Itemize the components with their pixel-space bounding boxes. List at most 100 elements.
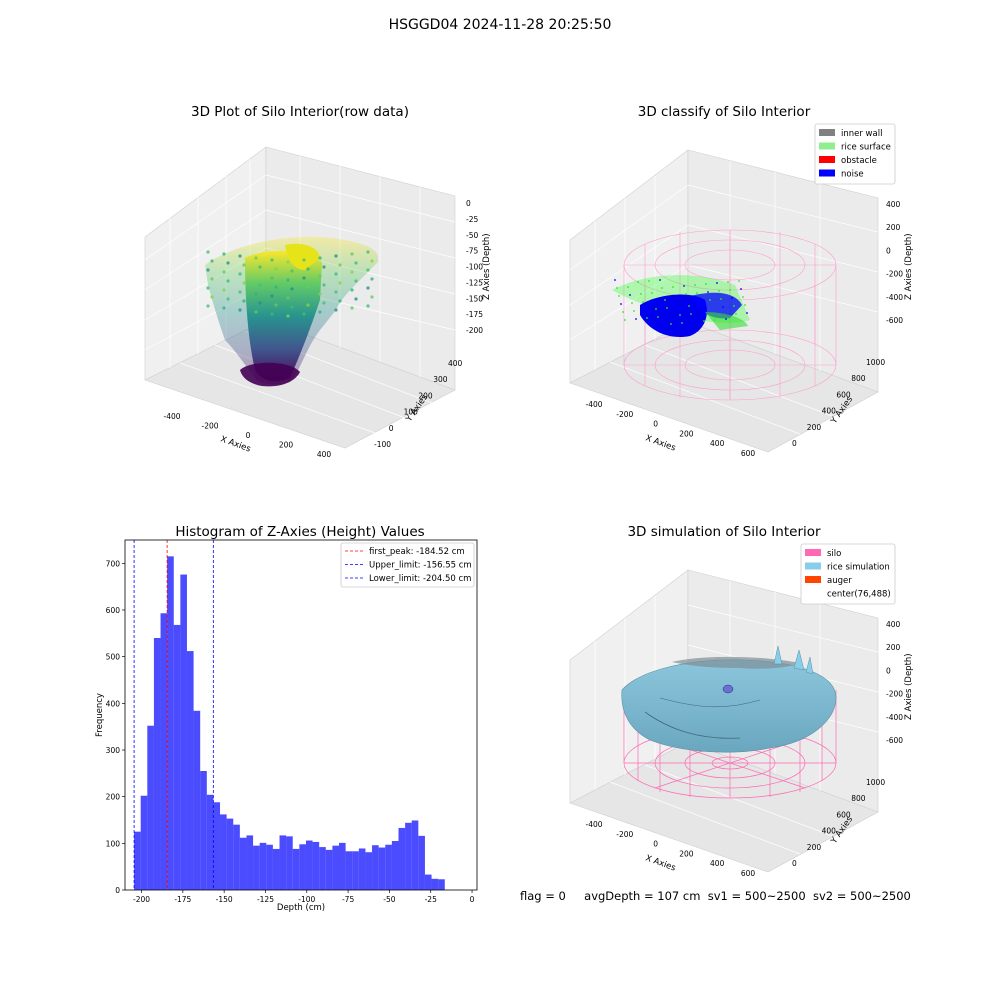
histogram-bar — [153, 638, 161, 890]
simulation-z-axis-label: Z Axies (Depth) — [904, 653, 914, 720]
classify-legend-label-0: inner wall — [841, 129, 882, 139]
raw-scatter-point — [322, 265, 326, 269]
classify-z-tick-0: 400 — [886, 200, 901, 209]
raw-scatter-point — [306, 285, 310, 289]
classify-scatter-point — [696, 292, 698, 294]
raw-scatter-point — [258, 283, 262, 287]
simulation-x-tick-4: 400 — [710, 859, 725, 868]
histogram-vlines — [133, 540, 214, 890]
raw-y-tick-4: 300 — [433, 375, 448, 384]
histogram-bar — [319, 847, 326, 890]
histogram-bar — [411, 820, 419, 890]
classify-scatter-point — [681, 322, 683, 324]
histogram-legend-label-0: first_peak: -184.52 cm — [369, 547, 465, 557]
classify-z-tick-5: -600 — [886, 316, 903, 325]
simulation-y-tick-4: 800 — [851, 794, 866, 803]
histogram-bar — [352, 851, 359, 890]
classify-z-tick-1: 200 — [886, 223, 901, 232]
histogram-legend: first_peak: -184.52 cm Upper_limit: -156.… — [340, 542, 475, 588]
classify-scatter-point — [640, 293, 642, 295]
classify-scatter-point — [668, 315, 670, 317]
classify-scatter-point — [659, 279, 661, 281]
classify-scatter-point — [709, 299, 711, 301]
simulation-3d-plot: silo rice simulation auger center(76,488) -… — [569, 543, 914, 878]
classify-scatter-point — [744, 304, 746, 306]
histogram-bar — [220, 814, 227, 890]
raw-scatter-point — [334, 290, 338, 294]
raw-scatter-point — [210, 259, 214, 263]
raw-scatter-point — [222, 306, 226, 310]
histogram-bar — [358, 848, 366, 890]
classify-rice-points — [612, 275, 750, 338]
classify-scatter-point — [720, 298, 722, 300]
raw-scatter-point — [318, 274, 322, 278]
raw-scatter-point — [334, 308, 338, 312]
raw-scatter-point — [290, 287, 294, 291]
simulation-legend-label-3: center(76,488) — [827, 590, 891, 600]
raw-scatter-point — [366, 250, 370, 254]
classify-y-tick-1: 200 — [807, 423, 822, 432]
footer-sv1: sv1 = 500~2500 — [707, 889, 806, 903]
simulation-x-tick-3: 200 — [679, 849, 694, 858]
classify-z-tick-2: 0 — [886, 246, 891, 255]
histogram-x-tick-0: -200 — [133, 895, 150, 904]
raw-scatter-point — [286, 296, 290, 300]
classify-scatter-point — [703, 320, 705, 322]
raw-scatter-point — [270, 258, 274, 262]
raw-z-tick-2: -50 — [466, 231, 478, 240]
classify-scatter-point — [618, 295, 620, 297]
footer-avg-depth: avgDepth = 107 cm — [584, 889, 701, 903]
histogram-bars — [134, 556, 445, 890]
histogram-bar — [312, 841, 320, 890]
simulation-x-tick-0: -400 — [585, 820, 602, 829]
classify-y-tick-0: 0 — [792, 439, 797, 448]
classify-z-tick-4: -400 — [886, 293, 903, 302]
classify-scatter-point — [688, 305, 690, 307]
classify-x-tick-0: -400 — [585, 400, 602, 409]
histogram-bar — [173, 624, 181, 890]
histogram-bar — [372, 845, 379, 890]
simulation-legend-swatch-0 — [805, 549, 821, 556]
raw-scatter-point — [210, 295, 214, 299]
classify-scatter-point — [707, 291, 709, 293]
histogram-bar — [305, 840, 313, 890]
raw-scatter-point — [322, 301, 326, 305]
simulation-legend-label-0: silo — [827, 549, 841, 559]
raw-scatter-point — [258, 265, 262, 269]
raw-y-tick-3: 200 — [418, 391, 433, 400]
simulation-y-tick-2: 400 — [822, 827, 837, 836]
simulation-z-tick-5: -600 — [886, 736, 903, 745]
classify-scatter-point — [692, 321, 694, 323]
simulation-z-tick-3: -200 — [886, 690, 903, 699]
classify-scatter-point — [653, 300, 655, 302]
raw-scatter-point — [206, 286, 210, 290]
classify-z-tick-3: -200 — [886, 270, 903, 279]
raw-scatter-point — [270, 276, 274, 280]
raw-scatter-point — [254, 292, 258, 296]
raw-scatter-point — [222, 288, 226, 292]
classify-legend-frame — [814, 123, 896, 185]
simulation-z-tick-4: -400 — [886, 713, 903, 722]
raw-scatter-point — [254, 274, 258, 278]
histogram-bar — [259, 842, 267, 890]
histogram-bar — [438, 879, 445, 890]
classify-x-tick-2: 0 — [653, 420, 658, 429]
classify-scatter-point — [679, 314, 681, 316]
classify-scatter-point — [664, 299, 666, 301]
raw-scatter-point — [270, 294, 274, 298]
histogram-legend-frame — [340, 542, 475, 588]
histogram-bar — [186, 651, 194, 890]
classify-y-tick-4: 800 — [851, 374, 866, 383]
raw-z-axis-label: Z Axies (Depth) — [482, 233, 492, 300]
histogram-bar — [233, 824, 240, 890]
raw-scatter-point — [274, 303, 278, 307]
raw-scatter-point — [350, 288, 354, 292]
histogram-x-tick-4: -100 — [298, 895, 315, 904]
histogram-bar — [391, 841, 399, 890]
classify-scatter-point — [655, 308, 657, 310]
classify-scatter-point — [698, 300, 700, 302]
classify-y-tick-5: 1000 — [866, 358, 885, 367]
histogram-bar — [365, 852, 373, 890]
histogram-bar — [206, 794, 214, 890]
